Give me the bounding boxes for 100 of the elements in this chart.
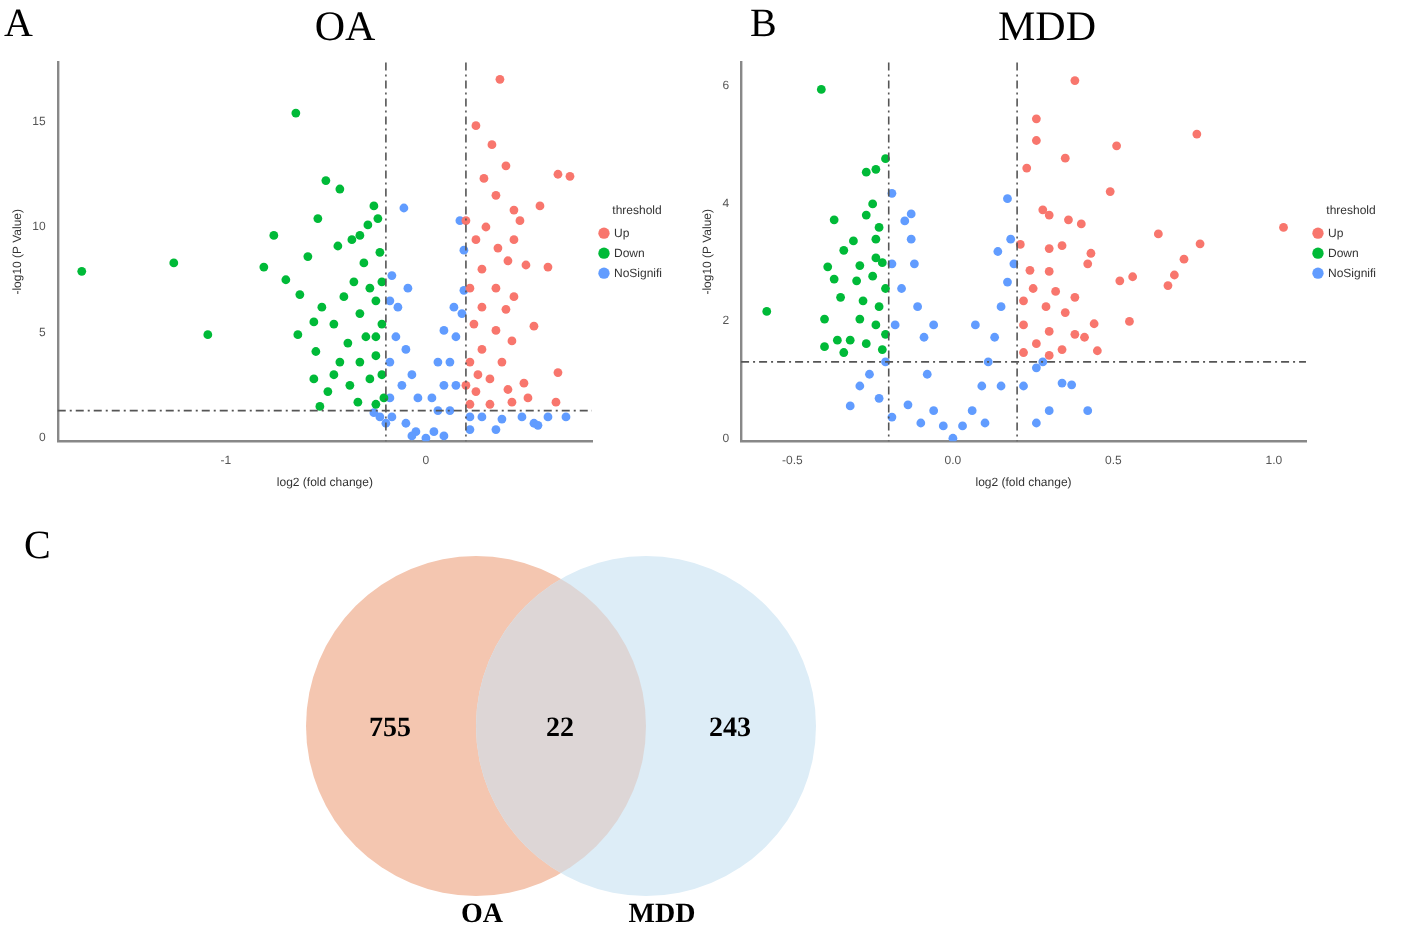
point [465,412,475,422]
point [1192,129,1202,139]
point [421,433,431,442]
point [335,184,345,194]
point [1060,308,1070,317]
point [471,235,481,245]
point [993,247,1003,256]
point [333,241,343,251]
point [1080,332,1089,342]
point [938,421,948,431]
point [335,357,345,367]
point [1064,215,1073,225]
point [1019,320,1028,330]
point [339,292,349,302]
point [553,169,563,179]
point [465,357,475,367]
point [509,292,519,302]
point [361,332,371,342]
point [1019,381,1028,391]
point [877,258,887,268]
point [369,201,379,211]
text: C [24,524,51,568]
point [1006,234,1016,244]
point [371,399,381,409]
point [874,302,884,312]
point [485,399,495,409]
point [1051,287,1061,296]
point [401,418,411,428]
point [1086,248,1096,258]
point [259,262,269,272]
point [871,253,881,263]
point [371,332,381,342]
point [958,421,967,431]
point [839,245,849,255]
point [291,108,301,118]
point [365,283,375,293]
point [445,357,455,367]
point [449,302,459,312]
point [922,369,932,379]
point [1057,378,1067,388]
point [1019,296,1028,306]
point [1041,302,1051,312]
point [387,412,397,422]
chart-title: MDD [997,2,1097,51]
point [491,283,501,293]
point [477,412,487,422]
point [493,243,503,253]
point [451,380,461,390]
point [836,292,845,302]
point [303,252,313,261]
point [874,393,884,403]
point [429,427,439,437]
point [501,304,511,314]
point [377,319,387,329]
point [1031,418,1041,428]
point [1044,326,1054,336]
point [391,332,401,342]
point [1153,229,1163,239]
point [1031,363,1041,373]
point [980,418,990,428]
point [471,387,481,397]
point [929,320,939,330]
point [385,357,395,367]
point [996,381,1006,391]
point [868,199,878,209]
point [820,342,829,352]
point [1279,223,1288,232]
point [1038,205,1048,215]
point [900,216,910,226]
point [329,370,339,380]
point [371,351,381,361]
point [762,307,772,316]
point [169,258,179,268]
point [465,399,475,409]
point [855,314,865,324]
point [457,309,467,318]
point [868,271,878,281]
point [916,418,926,428]
point [491,326,501,335]
point [845,401,855,411]
point [970,320,980,330]
point [295,290,305,299]
point [1083,406,1093,416]
point [491,190,501,200]
point [910,259,919,269]
point [919,332,929,342]
data-label: 243 [709,714,751,746]
point [1163,281,1173,290]
point [871,234,881,244]
point [481,222,491,232]
point [906,234,916,244]
point [1195,239,1205,249]
point [1028,284,1038,293]
point [1115,276,1125,286]
point [373,214,383,223]
point [1044,210,1054,220]
point [355,357,365,367]
point [1025,265,1035,275]
point [343,338,353,348]
point [399,203,409,213]
